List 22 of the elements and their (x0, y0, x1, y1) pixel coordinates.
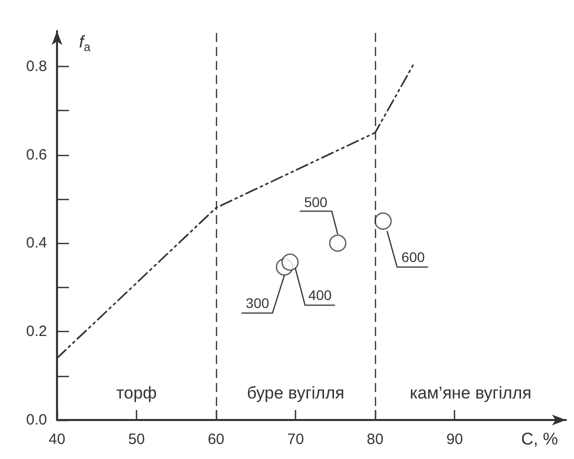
y-tick-label: 0.4 (26, 234, 47, 252)
point (329, 234, 346, 252)
annotation: кам’яне вугілля (410, 384, 532, 402)
annotation: 400 (308, 287, 332, 304)
annotation: буре вугілля (246, 384, 344, 402)
x-tick-label: 70 (287, 431, 304, 448)
annotation: 600 (401, 249, 425, 266)
point (374, 212, 392, 230)
y-tick-label: 0.8 (26, 58, 47, 75)
x-axis-title: C, % (521, 430, 558, 448)
x-tick-label: 90 (446, 431, 463, 448)
point (281, 254, 299, 271)
y-tick-label: 0.0 (26, 412, 47, 428)
x-tick-label: 80 (366, 431, 384, 448)
y-tick-label: 0.2 (26, 323, 47, 340)
x-tick-label: 40 (48, 431, 66, 448)
annotation: 500 (304, 194, 328, 210)
annotation: 300 (246, 295, 270, 312)
x-tick-label: 60 (208, 431, 224, 448)
annotation: торф (116, 384, 157, 402)
y-tick-label: 0.6 (26, 146, 47, 164)
x-tick-label: 50 (128, 431, 145, 448)
